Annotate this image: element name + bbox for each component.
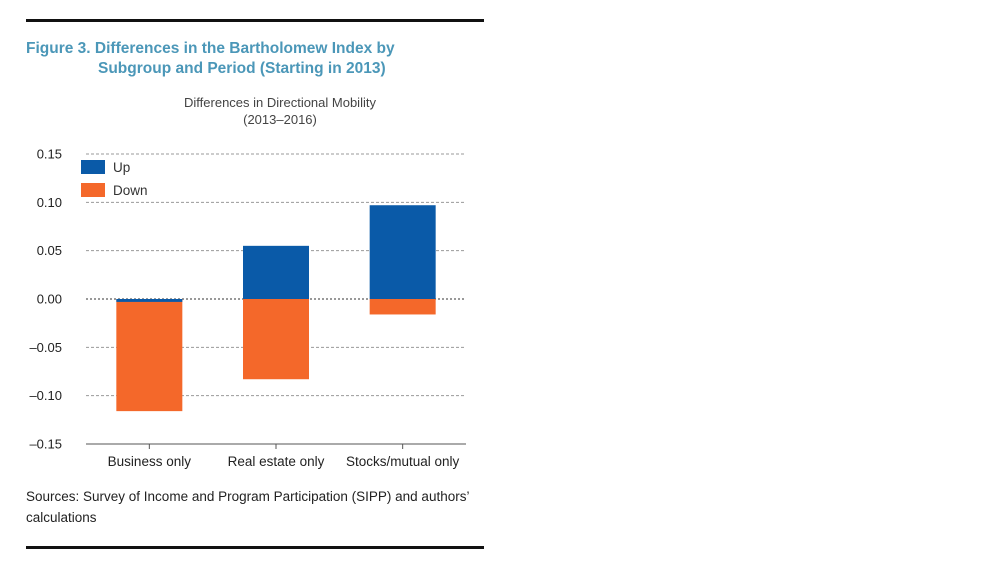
bar-up (116, 299, 183, 302)
y-tick-label: 0.15 (37, 147, 62, 162)
y-tick-label: –0.10 (29, 388, 62, 403)
chart-title: Differences in Directional Mobility (184, 95, 376, 110)
bar-down (369, 299, 436, 315)
y-tick-label: –0.15 (29, 437, 62, 452)
y-tick-label: 0.05 (37, 243, 62, 258)
figure-title: Figure 3. Differences in the Bartholomew… (26, 39, 486, 79)
y-tick-label: –0.05 (29, 340, 62, 355)
bar-up (369, 205, 436, 299)
bar-down (243, 299, 309, 380)
legend-swatch-up (81, 160, 105, 174)
bar-down (116, 299, 183, 412)
figure-title-line2: Subgroup and Period (Starting in 2013) (98, 60, 386, 77)
sources-note: Sources: Survey of Income and Program Pa… (26, 489, 469, 525)
y-tick-label: 0.00 (37, 292, 62, 307)
y-tick-label: 0.10 (37, 195, 62, 210)
x-tick-label: Real estate only (228, 454, 325, 469)
legend-label-up: Up (113, 160, 130, 175)
chart-subtitle: (2013–2016) (243, 112, 317, 127)
bar-up (243, 245, 309, 299)
figure-title-line1: Figure 3. Differences in the Bartholomew… (26, 40, 395, 57)
bottom-rule (26, 546, 484, 549)
x-tick-label: Business only (108, 454, 192, 469)
x-tick-label: Stocks/mutual only (346, 454, 460, 469)
legend-label-down: Down (113, 183, 148, 198)
legend-swatch-down (81, 183, 105, 197)
top-rule (26, 19, 484, 22)
